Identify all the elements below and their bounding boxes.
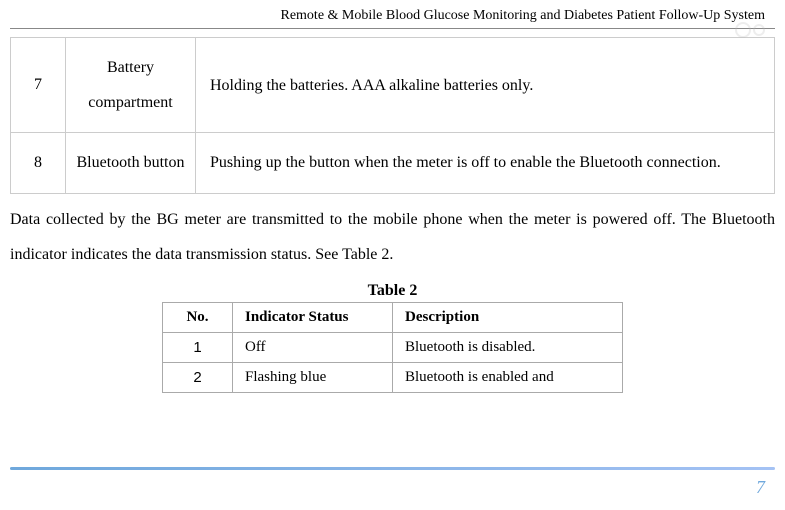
row-description: Pushing up the button when the meter is … xyxy=(196,133,775,193)
row-description: Bluetooth is disabled. xyxy=(393,332,623,362)
header-status: Indicator Status xyxy=(233,302,393,332)
row-name: Battery compartment xyxy=(66,38,196,133)
indicator-status-table: No. Indicator Status Description 1 Off B… xyxy=(162,302,623,393)
row-status: Flashing blue xyxy=(233,362,393,392)
table2-caption: Table 2 xyxy=(0,282,785,300)
body-paragraph: Data collected by the BG meter are trans… xyxy=(10,202,775,272)
row-number: 2 xyxy=(163,362,233,392)
row-number: 8 xyxy=(11,133,66,193)
page-number: 7 xyxy=(756,477,765,497)
page-footer: 7 xyxy=(756,477,765,498)
table-row: 2 Flashing blue Bluetooth is enabled and xyxy=(163,362,623,392)
table-row: 1 Off Bluetooth is disabled. xyxy=(163,332,623,362)
table-header-row: No. Indicator Status Description xyxy=(163,302,623,332)
footer-divider xyxy=(10,467,775,470)
header-divider xyxy=(10,28,775,29)
row-number: 7 xyxy=(11,38,66,133)
row-description: Holding the batteries. AAA alkaline batt… xyxy=(196,38,775,133)
row-description: Bluetooth is enabled and xyxy=(393,362,623,392)
page-header: Remote & Mobile Blood Glucose Monitoring… xyxy=(0,0,785,28)
gear-decoration-icon xyxy=(733,20,773,40)
row-number: 1 xyxy=(163,332,233,362)
components-table: 7 Battery compartment Holding the batter… xyxy=(10,37,775,194)
row-status: Off xyxy=(233,332,393,362)
header-number: No. xyxy=(163,302,233,332)
header-description: Description xyxy=(393,302,623,332)
table-row: 8 Bluetooth button Pushing up the button… xyxy=(11,133,775,193)
row-name: Bluetooth button xyxy=(66,133,196,193)
header-title: Remote & Mobile Blood Glucose Monitoring… xyxy=(280,8,765,23)
table-row: 7 Battery compartment Holding the batter… xyxy=(11,38,775,133)
